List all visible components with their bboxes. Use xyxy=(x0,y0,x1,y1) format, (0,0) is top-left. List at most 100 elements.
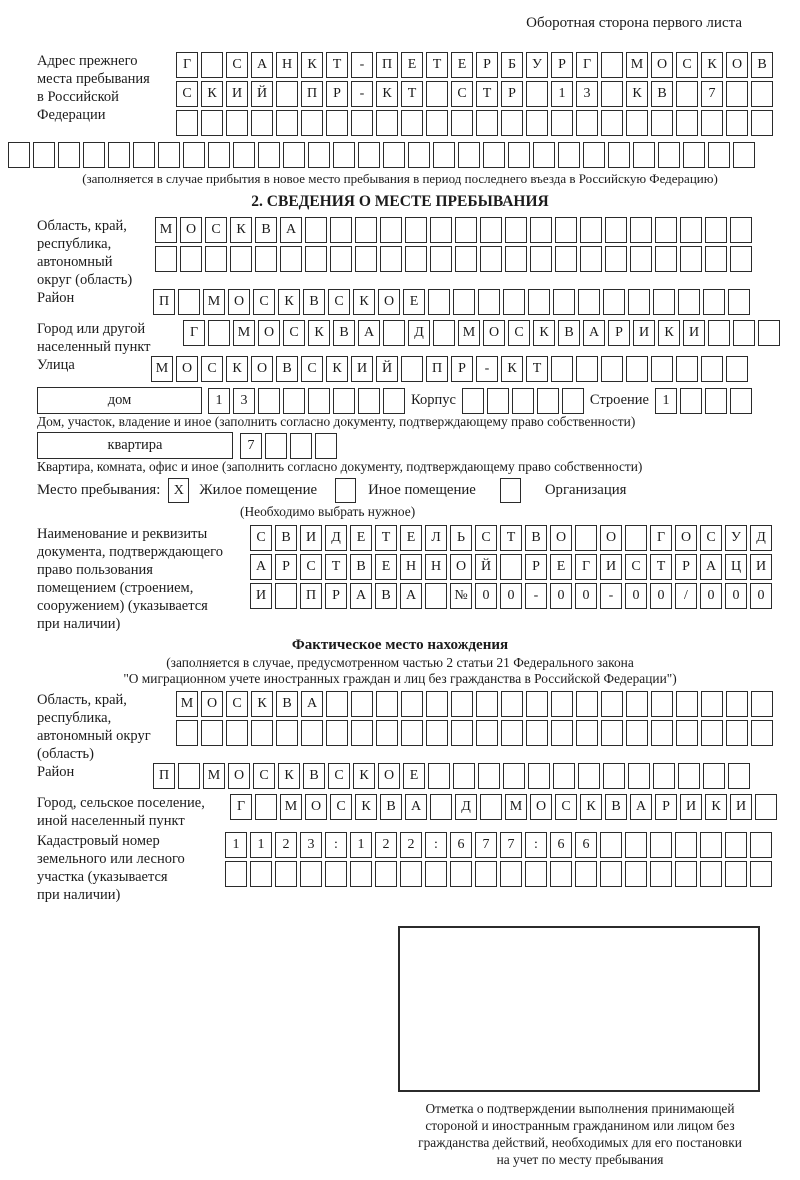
document-label: Наименование и реквизиты документа, подтв… xyxy=(37,525,250,633)
char-cell xyxy=(626,691,648,717)
char-cell xyxy=(108,142,130,168)
char-cell: - xyxy=(351,81,373,107)
char-cell: С xyxy=(625,554,647,580)
char-cell xyxy=(201,52,223,78)
char-cell xyxy=(576,691,598,717)
char-cell xyxy=(675,832,697,858)
char-cell xyxy=(258,387,280,414)
char-cell xyxy=(608,142,630,168)
char-cell: А xyxy=(350,583,372,609)
char-cell: М xyxy=(155,217,177,243)
char-cell: В xyxy=(380,794,402,820)
char-cell: Р xyxy=(476,52,498,78)
char-cell xyxy=(453,289,475,315)
char-cell xyxy=(651,356,673,382)
char-cell xyxy=(553,763,575,789)
char-cell xyxy=(483,142,505,168)
char-cell xyxy=(430,217,452,243)
char-cell xyxy=(33,142,55,168)
char-cell xyxy=(578,763,600,789)
char-cell: С xyxy=(700,525,722,551)
char-cell: 0 xyxy=(575,583,597,609)
text-line: участка (указывается xyxy=(37,869,168,885)
char-cell xyxy=(430,794,452,820)
char-cell: 3 xyxy=(576,81,598,107)
char-cell xyxy=(625,861,647,887)
char-cell xyxy=(605,217,627,243)
char-row-document-3: И П Р А В А № 0 0-0 0-0 0/0 0 0 xyxy=(250,583,775,609)
char-cell: А xyxy=(405,794,427,820)
text-line: автономный xyxy=(37,254,113,270)
char-cell xyxy=(675,861,697,887)
char-cell: С xyxy=(226,691,248,717)
char-cell xyxy=(315,432,337,459)
char-cell: О xyxy=(675,525,697,551)
text-line: на учет по месту пребывания xyxy=(496,1152,664,1167)
char-cell xyxy=(703,289,725,315)
street-label: Улица xyxy=(37,357,75,373)
char-cell: К xyxy=(658,320,680,346)
char-cell: П xyxy=(153,763,175,789)
region-label: Область, край, республика, автономный округ… xyxy=(37,217,155,289)
char-cell xyxy=(655,246,677,272)
char-cell: К xyxy=(355,794,377,820)
char-cell xyxy=(201,720,223,746)
char-cell: К xyxy=(278,289,300,315)
char-cell xyxy=(578,289,600,315)
char-cell: 6 xyxy=(450,832,472,858)
char-cell xyxy=(676,81,698,107)
char-cell: А xyxy=(700,554,722,580)
char-cell xyxy=(276,81,298,107)
char-cell xyxy=(558,142,580,168)
char-cell xyxy=(251,110,273,136)
char-cell xyxy=(283,142,305,168)
char-cell: 1 xyxy=(551,81,573,107)
char-cell xyxy=(183,142,205,168)
char-cell xyxy=(425,861,447,887)
stamp-caption: Отметка о подтверждении выполнения прини… xyxy=(348,1100,800,1168)
char-cell: В xyxy=(276,356,298,382)
char-cell xyxy=(376,720,398,746)
char-cell: 1 xyxy=(654,387,677,414)
char-cell xyxy=(426,110,448,136)
char-cell: К xyxy=(226,356,248,382)
char-cell: И xyxy=(730,794,752,820)
char-cell: И xyxy=(351,356,373,382)
char-cell xyxy=(500,861,522,887)
char-cell xyxy=(600,832,622,858)
char-cell: И xyxy=(226,81,248,107)
text-line: гражданства действий, необходимых для ег… xyxy=(418,1135,742,1150)
text-line: Адрес прежнего xyxy=(37,53,138,69)
char-cell xyxy=(751,110,773,136)
char-cell xyxy=(750,861,772,887)
text-line: право пользования xyxy=(37,562,153,578)
char-cell: К xyxy=(251,691,273,717)
char-cell xyxy=(205,246,227,272)
char-cell xyxy=(83,142,105,168)
text-line: республика, xyxy=(37,710,112,726)
char-cell xyxy=(250,861,272,887)
char-cell: О xyxy=(305,794,327,820)
char-cell xyxy=(526,110,548,136)
apartment-label-box: квартира xyxy=(37,432,233,459)
char-cell xyxy=(380,217,402,243)
actual-location-note: (заполняется в случае, предусмотренном ч… xyxy=(0,655,800,687)
text-line: Город или другой xyxy=(37,321,146,337)
apartment-row: квартира 7 xyxy=(0,432,800,459)
char-cell xyxy=(701,356,723,382)
char-cell: Е xyxy=(403,289,425,315)
char-cell: Е xyxy=(375,554,397,580)
char-cell: О xyxy=(378,289,400,315)
char-cell xyxy=(511,387,534,414)
char-cell: 2 xyxy=(275,832,297,858)
char-cell: Е xyxy=(451,52,473,78)
char-cell xyxy=(486,387,509,414)
char-cell xyxy=(480,217,502,243)
fact-region-label: Область, край, республика, автономный окру… xyxy=(37,691,176,763)
char-cell: В xyxy=(333,320,355,346)
